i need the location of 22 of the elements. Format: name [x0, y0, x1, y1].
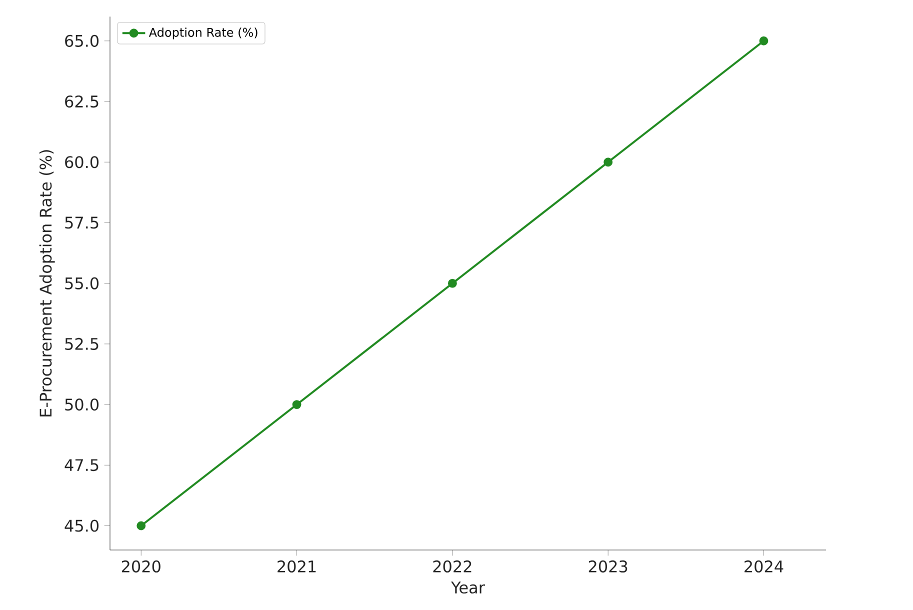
point — [136, 521, 146, 530]
legend-label: Adoption Rate (%) — [148, 28, 258, 40]
y-tick-label: 55.0 — [65, 277, 99, 290]
point — [604, 158, 613, 167]
x-tick-label: 2022 — [433, 560, 472, 573]
x-tick-label: 2020 — [122, 560, 160, 573]
y-tick-label: 45.0 — [64, 520, 99, 532]
y-axis-title: E-Procurement Adoption Rate (%) — [39, 150, 55, 416]
y-tick-label: 60.0 — [65, 156, 99, 168]
x-tick-label: 2024 — [744, 560, 784, 573]
point — [448, 278, 457, 288]
y-tick-label: 65.0 — [65, 34, 99, 47]
y-tick-label: 52.5 — [65, 338, 98, 350]
y-tick-label: 50.0 — [65, 398, 99, 411]
y-tick-label: 62.5 — [65, 95, 98, 108]
x-axis-title: Year — [451, 582, 485, 594]
point — [759, 36, 768, 46]
x-tick-label: 2023 — [588, 560, 628, 573]
point — [292, 400, 302, 410]
y-tick-label: 57.5 — [65, 216, 98, 229]
x-tick-label: 2021 — [278, 560, 316, 573]
y-tick-label: 47.5 — [64, 459, 98, 472]
